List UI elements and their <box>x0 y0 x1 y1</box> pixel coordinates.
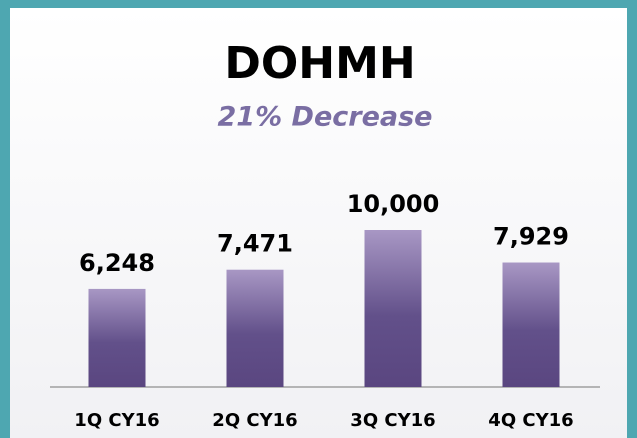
chart-subtitle: 21% Decrease <box>218 102 433 133</box>
x-tick-label: 2Q CY16 <box>212 410 297 431</box>
x-tick-label: 4Q CY16 <box>488 410 573 431</box>
x-tick-label: 1Q CY16 <box>74 410 159 431</box>
bar <box>226 269 284 387</box>
bar <box>88 288 146 387</box>
bar <box>364 230 422 387</box>
value-label: 7,929 <box>493 223 569 251</box>
x-tick-label: 3Q CY16 <box>350 410 435 431</box>
bar <box>502 262 560 387</box>
value-label: 7,471 <box>217 230 293 258</box>
chart-title: DOHMH <box>224 38 415 89</box>
value-label: 6,248 <box>79 249 155 277</box>
value-label: 10,000 <box>347 190 440 218</box>
